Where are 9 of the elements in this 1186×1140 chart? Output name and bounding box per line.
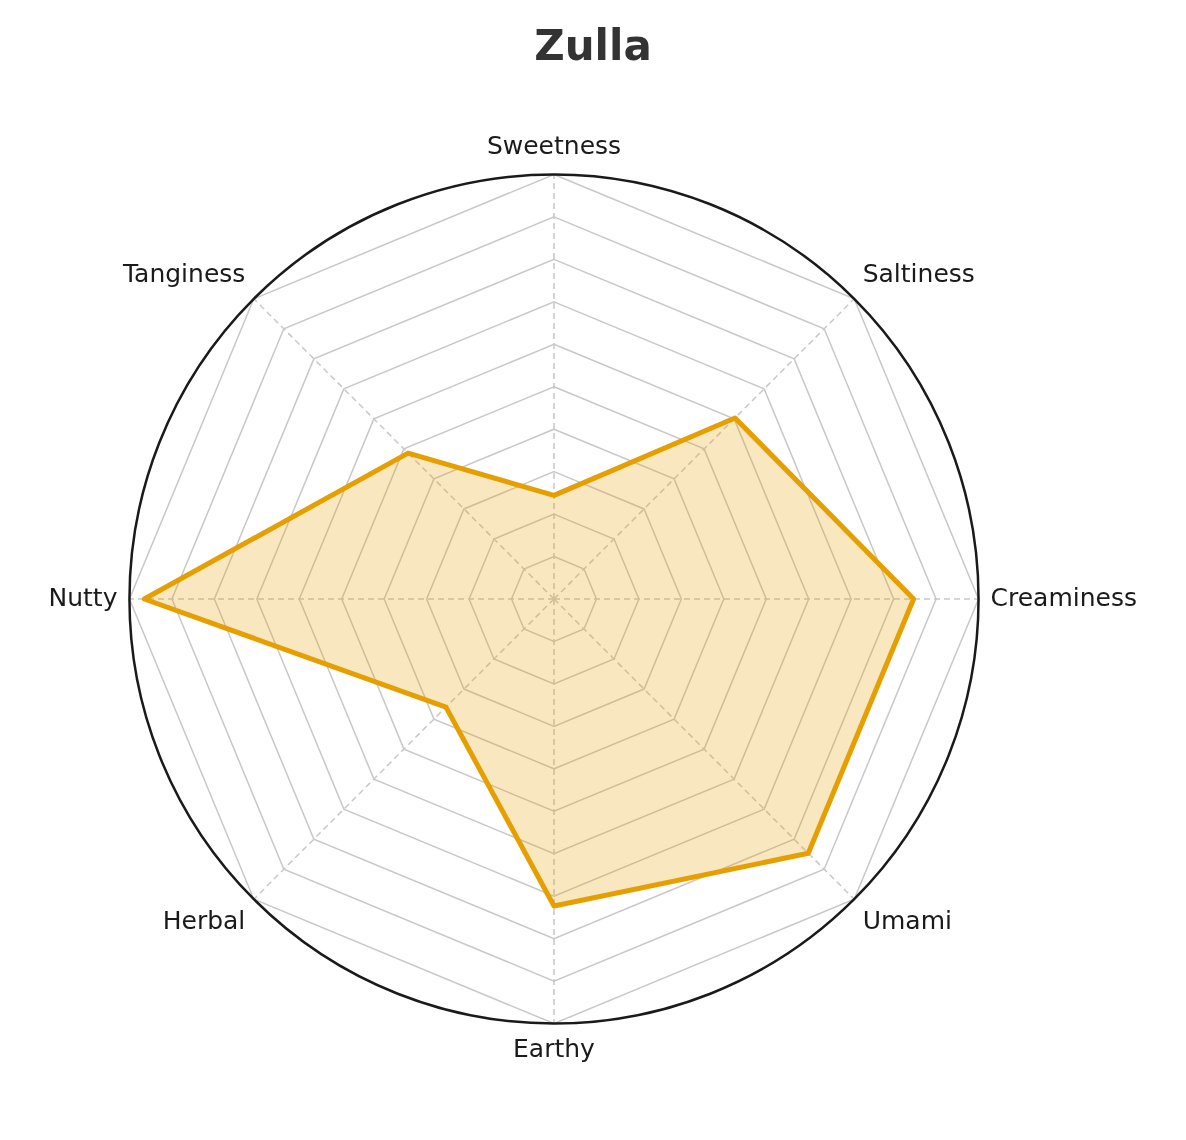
- spoke-label: Saltiness: [862, 258, 975, 288]
- spoke-label: Earthy: [513, 1034, 596, 1064]
- spoke-label: Creaminess: [990, 582, 1138, 612]
- chart-title: Zulla: [534, 21, 652, 71]
- spoke-label: Sweetness: [486, 130, 622, 160]
- spoke-label: Nutty: [48, 582, 118, 612]
- spoke-label: Herbal: [162, 906, 246, 936]
- spoke-label: Tanginess: [121, 258, 246, 288]
- spoke-label: Umami: [862, 906, 952, 936]
